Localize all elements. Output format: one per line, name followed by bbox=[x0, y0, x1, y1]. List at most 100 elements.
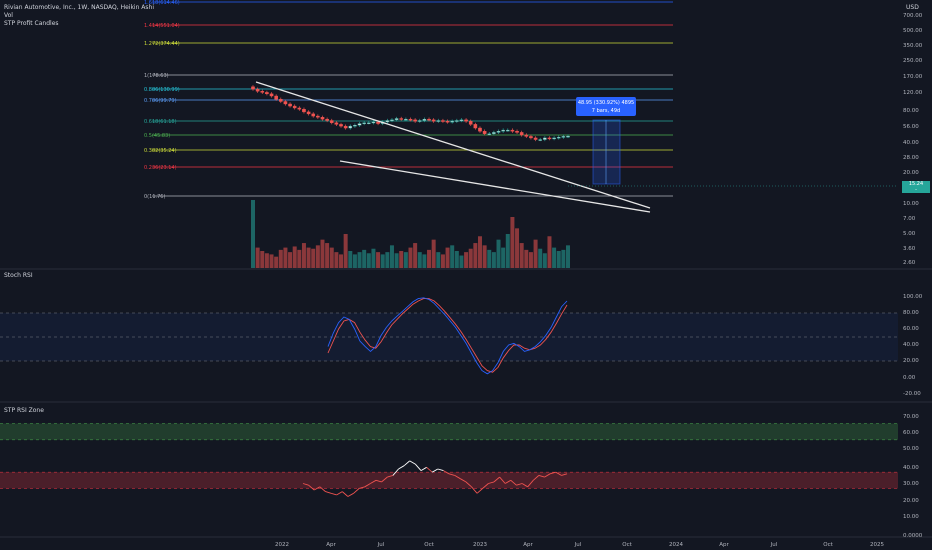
volume-bar bbox=[325, 243, 330, 268]
volume-bar bbox=[505, 234, 510, 268]
time-axis-label: 2023 bbox=[473, 542, 487, 548]
volume-bar bbox=[552, 247, 557, 268]
rsi-axis-label: 30.00 bbox=[903, 481, 919, 487]
volume-bar bbox=[389, 245, 394, 268]
rsi-line-segment bbox=[538, 474, 545, 478]
candle-body bbox=[422, 118, 427, 121]
rsi-line-segment bbox=[561, 473, 568, 476]
rsi-line-segment bbox=[353, 488, 360, 494]
rsi-line-segment bbox=[381, 476, 388, 483]
volume-bar bbox=[528, 252, 533, 268]
volume-bar bbox=[269, 254, 274, 268]
volume-bar bbox=[260, 251, 265, 268]
volume-bar bbox=[334, 252, 339, 268]
rsi-line-segment bbox=[330, 492, 337, 496]
rsi-axis-label: 20.00 bbox=[903, 498, 919, 504]
price-axis-label: 350.00 bbox=[903, 43, 923, 49]
time-axis-label: Jul bbox=[770, 542, 778, 548]
volume-bar bbox=[450, 245, 455, 268]
stoch-pane-label: Stoch RSI bbox=[4, 272, 33, 279]
candle-body bbox=[283, 101, 288, 105]
volume-bar bbox=[417, 252, 422, 268]
candle-body bbox=[376, 121, 380, 124]
candle-body bbox=[501, 129, 505, 132]
rsi-line-segment bbox=[426, 466, 433, 473]
candle-body bbox=[274, 95, 278, 100]
rsi-line-segment bbox=[325, 491, 332, 494]
candle-body bbox=[561, 136, 566, 138]
volume-bar bbox=[283, 247, 288, 268]
time-axis-label: Oct bbox=[424, 542, 434, 548]
stoch-band-fill bbox=[0, 313, 898, 361]
rsi-oversold-zone bbox=[0, 472, 898, 489]
volume-bar bbox=[501, 247, 506, 268]
rsi-line-segment bbox=[549, 471, 556, 475]
rsi-line-segment bbox=[347, 492, 354, 497]
candle-body bbox=[348, 125, 353, 129]
price-axis-label: 2.60 bbox=[903, 260, 916, 266]
rsi-line-segment bbox=[471, 486, 478, 494]
rsi-line-segment bbox=[465, 481, 472, 488]
candle-body bbox=[255, 88, 260, 92]
rsi-line-segment bbox=[431, 468, 439, 473]
rsi-line-segment bbox=[313, 486, 321, 491]
candle-body bbox=[459, 119, 464, 122]
rsi-axis-label: 50.00 bbox=[903, 446, 919, 452]
volume-bar bbox=[399, 251, 404, 268]
rsi-line-segment bbox=[521, 483, 528, 488]
price-axis-label: 40.00 bbox=[903, 140, 919, 146]
time-axis-label: Jul bbox=[574, 542, 582, 548]
fib-level-label: 0.786(99.79) bbox=[144, 98, 177, 104]
volume-bar bbox=[255, 247, 260, 268]
rsi-line-segment bbox=[342, 491, 349, 497]
last-price-tag: 15.24 - bbox=[902, 181, 930, 193]
volume-bar bbox=[297, 249, 302, 268]
volume-bar bbox=[454, 251, 459, 268]
rsi-line-segment bbox=[308, 484, 315, 491]
rsi-line-segment bbox=[533, 475, 540, 481]
volume-bar bbox=[468, 248, 473, 268]
rsi-line-segment bbox=[319, 486, 326, 492]
fib-level-label: 1.414(551.04) bbox=[144, 23, 180, 29]
candle-body bbox=[343, 125, 348, 129]
candle-body bbox=[492, 132, 496, 134]
fib-level-label: 0.382(35.24) bbox=[144, 148, 177, 154]
measure-box bbox=[592, 119, 621, 185]
rsi-line-segment bbox=[510, 479, 517, 486]
candle-body bbox=[519, 132, 524, 136]
rsi-line-segment bbox=[493, 476, 500, 483]
stoch-axis-label: 80.00 bbox=[903, 310, 919, 316]
rsi-line-segment bbox=[302, 483, 309, 486]
lower-trendline bbox=[339, 160, 651, 213]
upper-trendline bbox=[255, 81, 651, 209]
rsi-line-segment bbox=[409, 460, 416, 465]
candle-body bbox=[288, 103, 292, 107]
volume-bar bbox=[301, 243, 306, 268]
rsi-line-segment bbox=[527, 480, 534, 488]
candle-body bbox=[455, 120, 459, 122]
rsi-line-segment bbox=[414, 463, 422, 471]
rsi-line-segment bbox=[420, 466, 427, 471]
volume-bar bbox=[352, 254, 357, 268]
volume-bar bbox=[464, 252, 469, 268]
volume-bar bbox=[436, 252, 441, 268]
price-axis-label: 700.00 bbox=[903, 13, 923, 19]
volume-bar bbox=[538, 248, 543, 268]
volume-bar bbox=[339, 254, 344, 268]
rsi-line-segment bbox=[359, 486, 365, 489]
volume-bar bbox=[394, 253, 399, 268]
time-axis-label: Apr bbox=[326, 542, 336, 548]
price-axis-label: 250.00 bbox=[903, 58, 923, 64]
candle-body bbox=[482, 131, 487, 134]
candle-body bbox=[468, 121, 473, 125]
indicator-label: STP Profit Candles bbox=[4, 20, 59, 27]
volume-bar bbox=[274, 256, 279, 268]
fib-level-label: 1(178.63) bbox=[144, 73, 169, 79]
candle-body bbox=[543, 137, 547, 140]
volume-bar bbox=[427, 249, 432, 268]
rsi-line-segment bbox=[482, 483, 489, 489]
stoch-axis-label: -20.00 bbox=[903, 391, 921, 397]
measure-label-box bbox=[576, 97, 636, 116]
candle-body bbox=[320, 117, 325, 120]
